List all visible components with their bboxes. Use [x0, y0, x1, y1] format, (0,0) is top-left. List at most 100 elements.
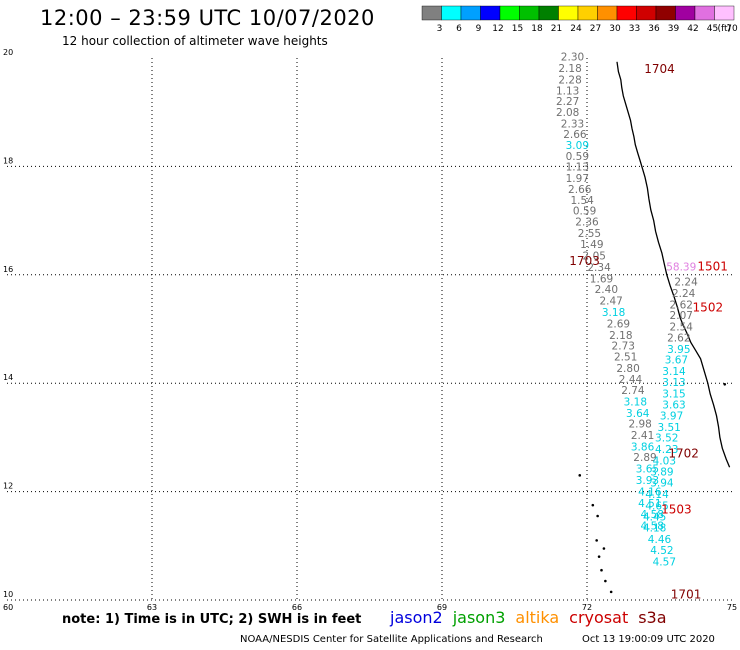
swh-reading: 2.07: [670, 310, 693, 322]
swh-reading: 3.93: [636, 475, 659, 487]
swh-reading: 3.63: [662, 400, 685, 412]
swh-reading: 3.89: [650, 466, 673, 478]
swh-reading: 2.18: [558, 63, 581, 75]
swh-reading: 2.51: [614, 351, 637, 363]
swh-reading: 2.62: [670, 299, 693, 311]
swh-reading: 0.59: [573, 206, 596, 218]
swh-reading: 2.28: [558, 74, 581, 86]
lat-tick-label: 20: [3, 48, 13, 57]
legend-tick-label: 15: [512, 24, 523, 34]
legend-swatch-33: [616, 5, 637, 21]
swh-reading: 3.13: [662, 377, 685, 389]
legend-swatch-27: [577, 5, 598, 21]
satellite-altika: altika: [515, 608, 560, 627]
lat-tick-label: 14: [3, 373, 13, 382]
island-mark: [600, 568, 603, 572]
swh-reading: 2.40: [595, 284, 618, 296]
pass-labels: 1704 1703 1702 1701 1501 1502 1503: [569, 62, 728, 601]
swh-reading: 2.62: [667, 332, 690, 344]
pass-label-1503: 1503: [661, 502, 692, 516]
legend-tick-label: 36: [648, 24, 660, 34]
swh-reading: 3.67: [665, 355, 688, 367]
island-mark: [578, 474, 582, 477]
swh-reading: 2.18: [609, 330, 632, 342]
island-mark: [591, 503, 595, 507]
lon-tick-label: 72: [582, 603, 592, 612]
legend-swatch-70: [714, 5, 735, 21]
satellite-jason3: jason3: [452, 608, 506, 627]
island-mark: [723, 382, 727, 386]
satellite-cryosat: cryosat: [569, 608, 629, 627]
swh-reading: 2.44: [619, 374, 643, 386]
legend-tick-label: 3: [437, 24, 443, 34]
swh-reading: 2.05: [583, 251, 606, 263]
swh-reading: 2.73: [612, 341, 635, 353]
wave-height-readings: 2.302.182.281.132.272.082.332.663.090.59…: [556, 52, 698, 569]
legend-tick-label: 6: [456, 24, 462, 34]
swh-reading: 4.14: [645, 489, 669, 501]
legend-tick-label: 39: [668, 24, 680, 34]
coastline: [578, 61, 731, 594]
legend-swatch-6: [441, 5, 462, 21]
lat-tick-label: 18: [3, 156, 13, 165]
legend-tick-label: 18: [531, 24, 543, 34]
lat-lon-grid: 20 18 16 14 12 10 60 63 66 69 72 75: [3, 48, 737, 612]
swh-reading: 2.47: [599, 296, 622, 308]
legend-tick-label: 27: [590, 24, 601, 34]
legend-swatch-24: [558, 5, 579, 21]
generated-timestamp: Oct 13 19:00:09 UTC 2020: [582, 634, 715, 645]
legend-swatch-21: [538, 5, 559, 21]
swh-reading: 4.58: [641, 509, 664, 521]
swh-reading: 2.74: [621, 385, 645, 397]
island-mark: [602, 547, 606, 550]
page-subtitle: 12 hour collection of altimeter wave hei…: [62, 34, 328, 48]
swh-reading: 3.97: [660, 411, 683, 423]
pass-label-1704: 1704: [644, 62, 675, 76]
swh-reading: 4.03: [653, 456, 676, 468]
legend-swatch-3: [421, 5, 442, 21]
swh-reading: 1.49: [580, 239, 603, 251]
swh-reading: 2.66: [568, 184, 592, 196]
island-mark: [597, 555, 601, 558]
legend-swatch-15: [499, 5, 520, 21]
satellite-legend: jason2 jason3 altika cryosat s3a: [390, 608, 677, 627]
swh-reading: 3.18: [624, 396, 647, 408]
swh-reading: 2.36: [575, 216, 599, 228]
swh-reading: 3.65: [636, 464, 659, 476]
lon-tick-label: 69: [437, 603, 447, 612]
pass-label-1701: 1701: [671, 587, 702, 601]
swh-reading: 4.51: [638, 498, 661, 510]
lon-tick-label: 60: [3, 603, 13, 612]
swh-reading: 4.45: [643, 511, 666, 523]
lat-tick-label: 10: [3, 590, 13, 599]
island-mark: [595, 539, 598, 542]
swh-reading: 4.23: [655, 444, 678, 456]
swh-reading: 4.58: [641, 521, 664, 533]
swh-reading: 1.97: [566, 173, 589, 185]
swh-reading: 2.27: [556, 96, 579, 108]
legend-tick-label: 12: [492, 24, 503, 34]
island-mark: [596, 514, 599, 518]
swh-reading: 2.41: [631, 430, 654, 442]
swh-reading: 2.24: [674, 277, 698, 289]
swh-reading: 2.55: [578, 228, 601, 240]
swh-reading: 2.80: [616, 363, 639, 375]
swh-reading: 3.86: [631, 441, 655, 453]
lon-tick-label: 75: [727, 603, 737, 612]
page-title: 12:00 – 23:59 UTC 10/07/2020: [40, 6, 375, 30]
pass-label-1501: 1501: [697, 259, 728, 273]
legend-swatch-36: [636, 5, 657, 21]
swh-reading: 3.18: [602, 307, 625, 319]
swh-reading: 3.15: [662, 388, 685, 400]
swh-reading: 4.57: [653, 556, 676, 568]
swh-reading: 3.95: [667, 344, 690, 356]
lat-tick-label: 16: [3, 265, 13, 274]
lat-tick-label: 12: [3, 482, 13, 491]
pass-label-1702: 1702: [668, 446, 699, 460]
swh-reading: 4.52: [650, 545, 673, 557]
legend-tick-label: 21: [551, 24, 562, 34]
pass-label-1703: 1703: [569, 254, 600, 268]
legend-swatch-12: [480, 5, 501, 21]
swh-reading: 3.64: [626, 408, 650, 420]
swh-reading: 2.54: [670, 322, 694, 334]
